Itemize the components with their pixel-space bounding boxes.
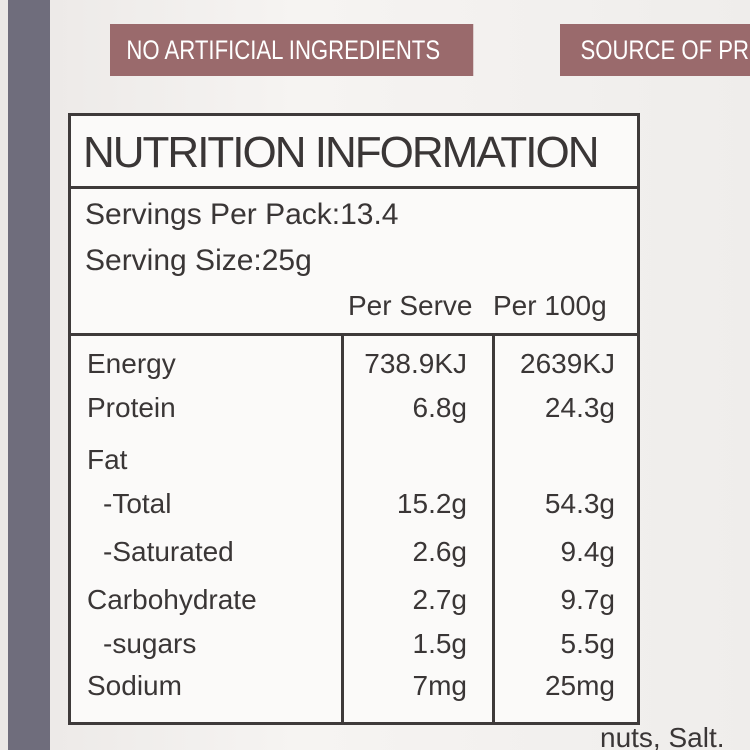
nutrient-value: 2.7g	[412, 584, 468, 615]
nutrient-label: Sodium	[87, 670, 182, 701]
nutrient-label: -sugars	[103, 628, 197, 659]
nutrient-value: 1.5g	[412, 628, 468, 659]
nutrient-value: 6.8g	[412, 392, 468, 423]
nutrient-value: 54.3g	[544, 488, 615, 519]
nutrient-value: 738.9KJ	[364, 348, 467, 379]
nutrient-label: Protein	[87, 392, 176, 423]
table-title: NUTRITION INFORMATION	[83, 128, 599, 177]
side-strip	[8, 0, 50, 750]
nutrient-label: Energy	[87, 348, 176, 379]
nutrient-value: 15.2g	[396, 488, 467, 519]
nutrient-value: 7mg	[412, 670, 467, 701]
nutrient-value: 5.5g	[560, 628, 616, 659]
nutrient-label: Fat	[87, 444, 128, 475]
nutrient-value: 25mg	[544, 670, 615, 701]
nutrient-label: -Saturated	[103, 536, 234, 567]
nutrient-value: 9.4g	[560, 536, 616, 567]
banner: NO ARTIFICIAL INGREDIENTS	[110, 24, 473, 76]
column-header: Per 100g	[493, 290, 607, 321]
nutrient-label: -Total	[103, 488, 172, 519]
nutrient-value: 9.7g	[560, 584, 616, 615]
divider	[71, 186, 637, 189]
banner: SOURCE OF PR	[560, 24, 750, 76]
nutrient-value: 24.3g	[544, 392, 615, 423]
nutrient-label: Carbohydrate	[87, 584, 257, 615]
nutrient-value: 2639KJ	[520, 348, 615, 379]
ingredients: nuts, Salt.	[600, 722, 725, 750]
nutrient-value: 2.6g	[412, 536, 468, 567]
serving-size: Serving Size:25g	[85, 244, 312, 277]
nutrition-table: NUTRITION INFORMATION Servings Per Pack:…	[68, 113, 640, 725]
column-header: Per Serve	[348, 290, 473, 321]
divider	[71, 333, 637, 336]
column-divider	[341, 336, 344, 722]
column-divider	[492, 336, 495, 722]
servings: Servings Per Pack:13.4	[85, 198, 399, 231]
